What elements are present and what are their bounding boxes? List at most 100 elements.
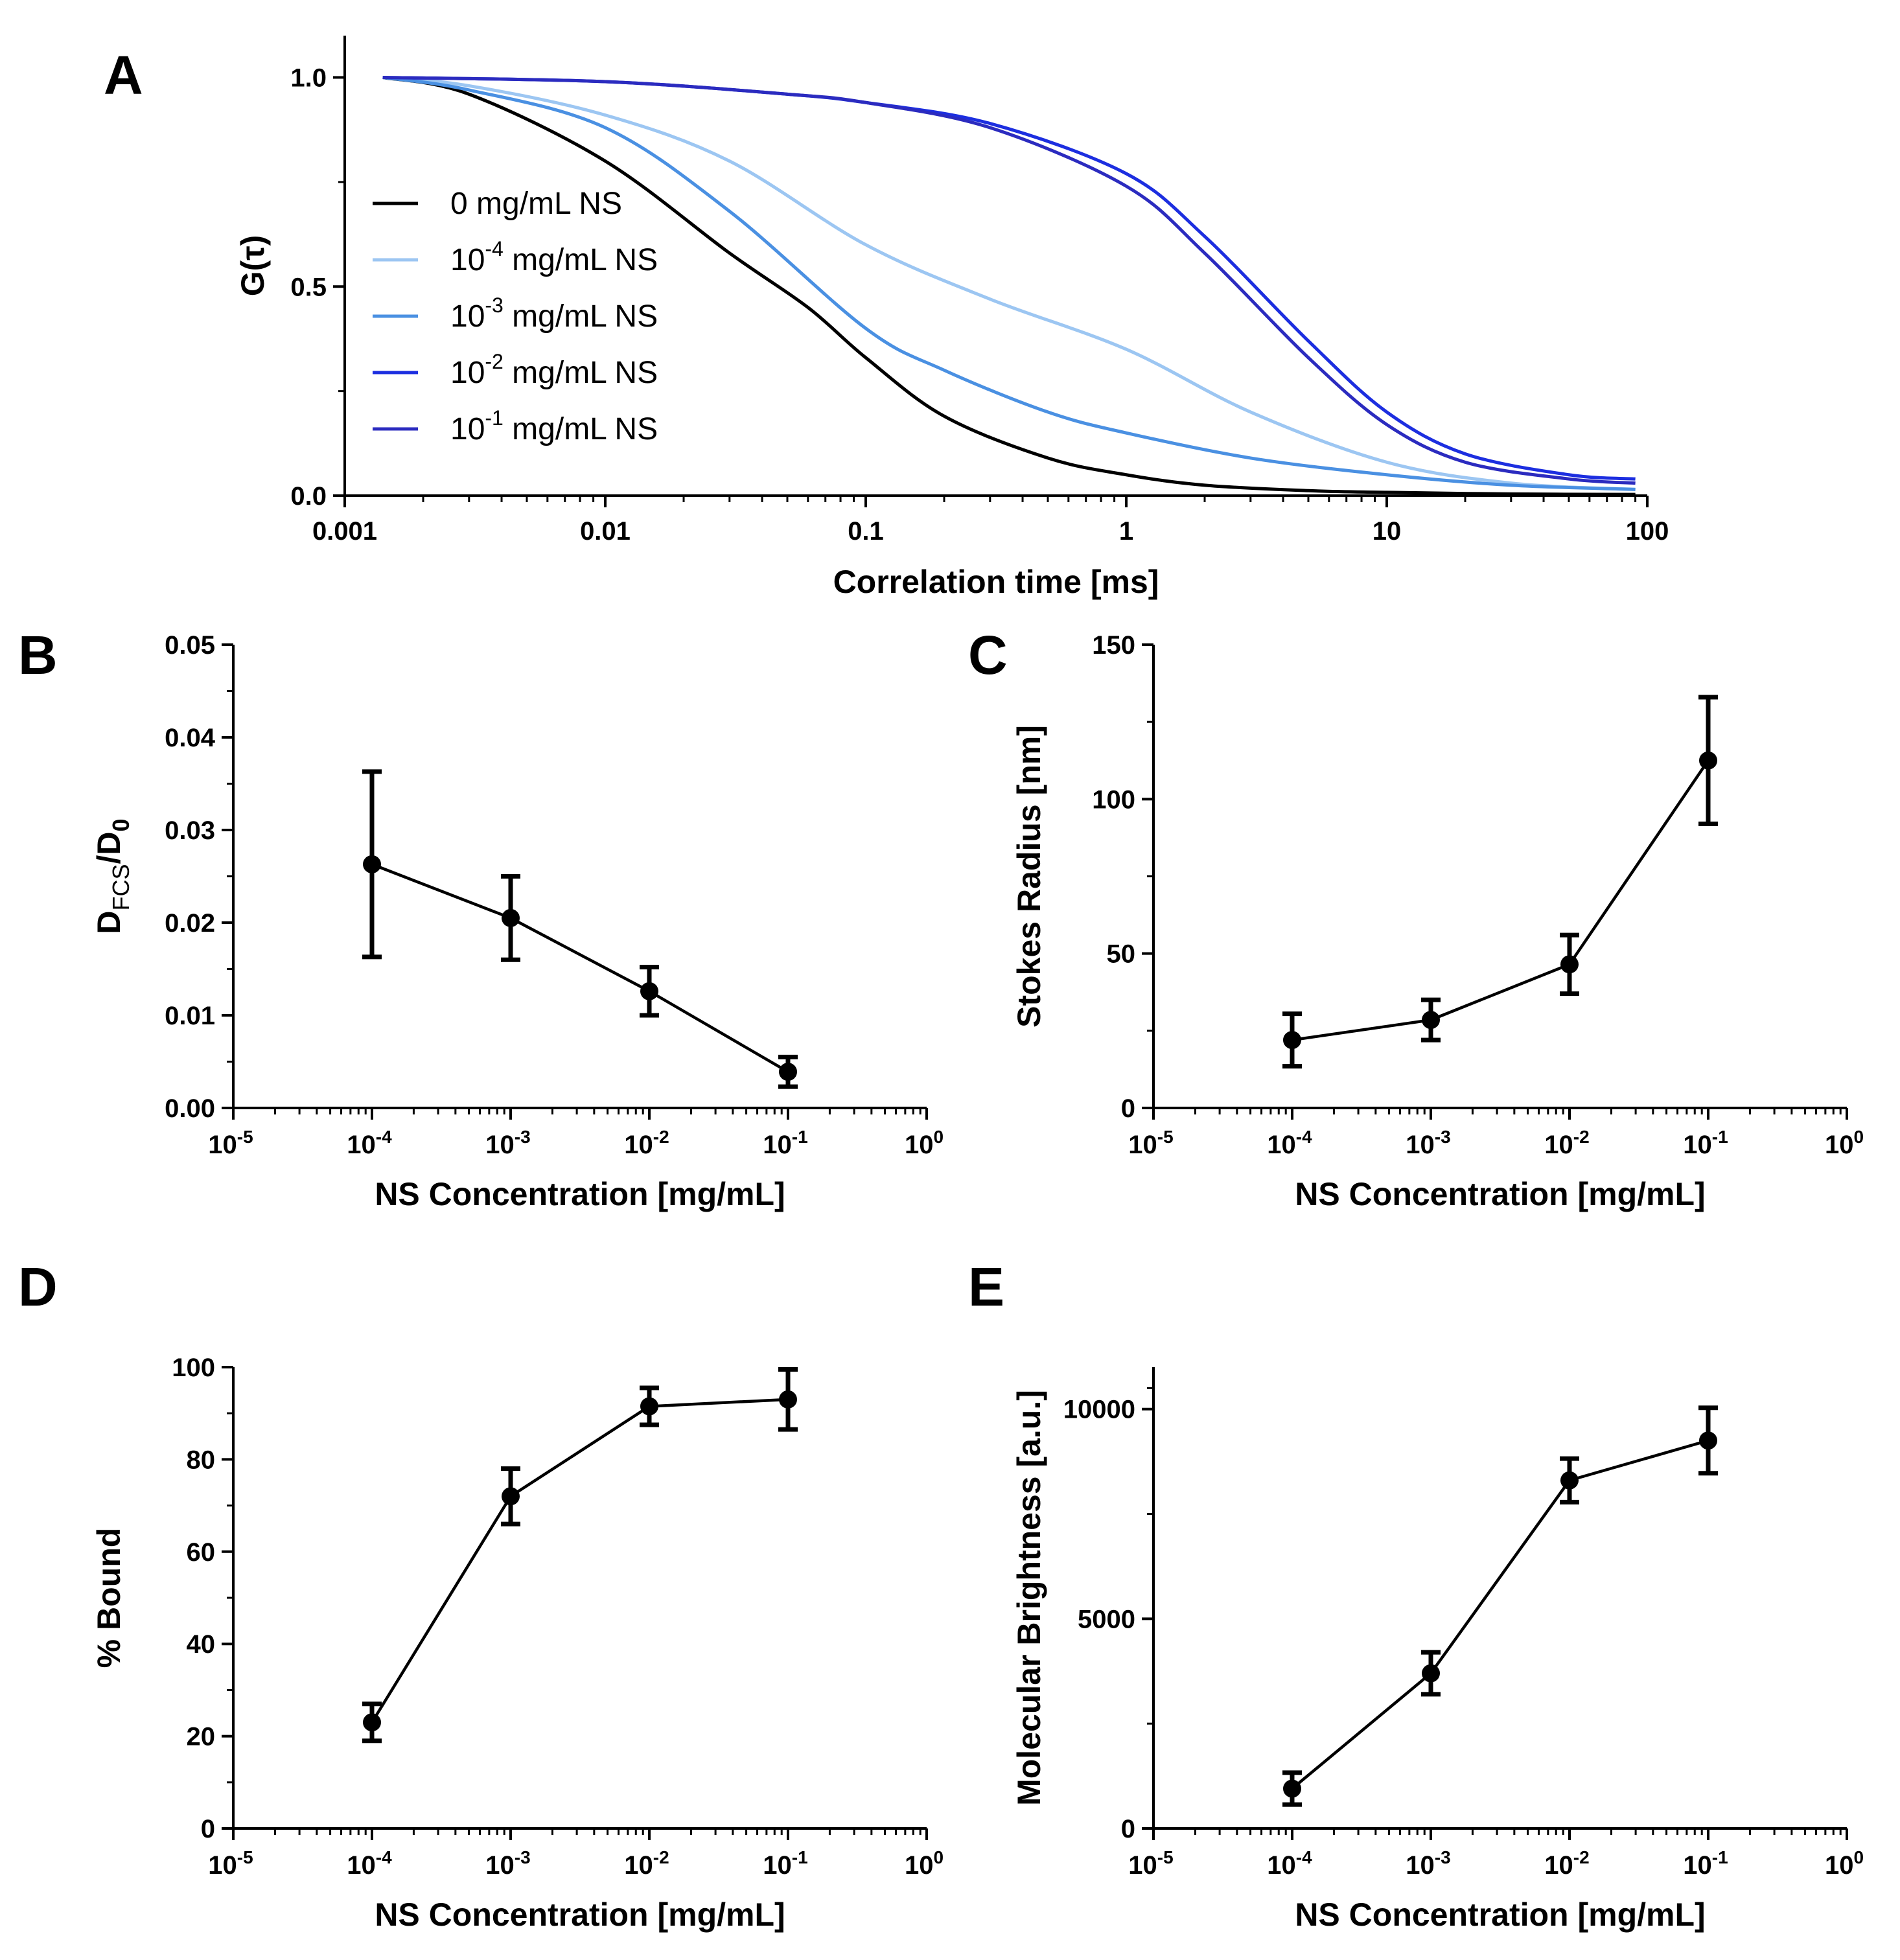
legend-label: 10-2 mg/mL NS	[450, 350, 658, 390]
x-tick-label: 100	[1825, 1847, 1864, 1880]
panel-label: E	[968, 1256, 1004, 1317]
y-tick-label: 0.5	[290, 273, 327, 301]
y-tick-label: 150	[1092, 631, 1135, 660]
x-tick-label: 10-3	[485, 1127, 530, 1159]
series-line	[1292, 759, 1709, 1042]
series-curve	[382, 76, 1636, 491]
x-axis-title: NS Concentration [mg/mL]	[375, 1897, 785, 1933]
y-tick-label: 80	[187, 1446, 216, 1474]
y-axis-title: G(τ)	[235, 235, 271, 297]
data-point	[1699, 751, 1717, 770]
y-tick-label: 0	[1121, 1094, 1135, 1123]
y-axis-title: Stokes Radius [nm]	[1011, 725, 1047, 1028]
series-curve	[382, 76, 1636, 485]
x-tick-label: 10-4	[1267, 1127, 1312, 1159]
x-tick-label: 1	[1119, 517, 1133, 546]
x-tick-label: 10-3	[1406, 1127, 1450, 1159]
x-tick-label: 10-5	[208, 1127, 253, 1159]
x-tick-label: 0.1	[848, 517, 884, 546]
x-tick-label: 100	[905, 1847, 944, 1880]
panel-label: D	[18, 1256, 58, 1317]
x-tick-label: 10-1	[1683, 1847, 1728, 1880]
x-tick-label: 10-3	[485, 1847, 530, 1880]
x-tick-label: 10-2	[624, 1847, 669, 1880]
series-line	[371, 862, 789, 1074]
x-axis-title: Correlation time [ms]	[833, 564, 1159, 600]
x-tick-label: 10-1	[1683, 1127, 1728, 1159]
data-point	[1422, 1011, 1440, 1030]
panel-a: A 0.0 0.5 1.0 0.001 0.01 0.1 1 10 100 Correlation …	[104, 36, 1669, 600]
y-axis-title: DFCS/D0	[91, 818, 134, 934]
data-point	[1283, 1779, 1301, 1798]
series-line	[1291, 1439, 1709, 1790]
x-tick-label: 100	[1626, 517, 1669, 546]
y-tick-label: 0.00	[165, 1094, 215, 1123]
data-point	[363, 1713, 381, 1732]
x-tick-label: 10-4	[347, 1127, 392, 1159]
y-tick-label: 1.0	[290, 64, 327, 93]
y-tick-label: 0.03	[165, 816, 215, 845]
y-tick-label: 0	[201, 1815, 215, 1843]
x-tick-label: 10	[1373, 517, 1402, 546]
panel-d: D 0 20 40 60 80 100 10-5 10-4 10-3 10-2 10-1 100 NS C…	[18, 1256, 944, 1933]
y-tick-label: 50	[1107, 940, 1136, 969]
x-tick-label: 10-5	[1128, 1127, 1173, 1159]
data-point	[640, 1397, 658, 1416]
panel-e: E 0 5000 10000 10-5 10-4 10-3 10-2 10-1 100 NS Con…	[968, 1256, 1864, 1933]
data-point	[1699, 1431, 1717, 1450]
y-tick-label: 0.0	[290, 482, 327, 511]
legend-label: 10-4 mg/mL NS	[450, 237, 658, 277]
x-tick-label: 10-3	[1406, 1847, 1450, 1880]
panel-label: A	[104, 45, 143, 106]
data-point	[779, 1063, 797, 1081]
x-tick-label: 10-4	[1267, 1847, 1312, 1880]
data-point	[1283, 1031, 1301, 1050]
y-tick-label: 20	[187, 1723, 216, 1751]
y-tick-label: 10000	[1063, 1396, 1135, 1424]
y-axis-title: Molecular Brightness [a.u.]	[1011, 1390, 1047, 1806]
x-tick-label: 10-2	[1544, 1127, 1589, 1159]
series-line	[371, 1398, 789, 1724]
x-axis-title: NS Concentration [mg/mL]	[1295, 1897, 1705, 1933]
y-tick-label: 0.02	[165, 909, 215, 938]
y-tick-label: 0.01	[165, 1002, 215, 1030]
x-axis-title: NS Concentration [mg/mL]	[375, 1176, 785, 1212]
y-tick-label: 100	[172, 1354, 215, 1382]
data-point	[502, 908, 520, 927]
series-curve	[382, 76, 1636, 496]
legend-label: 10-3 mg/mL NS	[450, 294, 658, 334]
x-tick-label: 10-2	[1544, 1847, 1589, 1880]
y-tick-label: 5000	[1078, 1605, 1135, 1633]
y-tick-label: 0.04	[165, 724, 216, 752]
x-tick-label: 0.01	[580, 517, 631, 546]
x-tick-label: 10-5	[208, 1847, 253, 1880]
x-tick-label: 100	[905, 1127, 944, 1159]
panel-b: B 0.00 0.01 0.02 0.03 0.04 0.05 10-5 10-4 10-3 10-…	[18, 625, 944, 1212]
y-tick-label: 0.05	[165, 631, 215, 660]
x-tick-label: 10-1	[763, 1127, 807, 1159]
data-point	[1560, 1471, 1579, 1490]
x-tick-label: 10-4	[347, 1847, 392, 1880]
data-point	[502, 1487, 520, 1506]
y-tick-label: 100	[1092, 785, 1135, 814]
y-tick-label: 40	[187, 1630, 216, 1659]
legend-label: 10-1 mg/mL NS	[450, 406, 658, 446]
y-tick-label: 60	[187, 1538, 216, 1567]
data-point	[779, 1390, 797, 1409]
legend-label: 0 mg/mL NS	[450, 187, 622, 221]
data-point	[1422, 1664, 1440, 1683]
y-tick-label: 0	[1121, 1815, 1135, 1843]
series-curve	[382, 76, 1636, 491]
x-tick-label: 10-5	[1128, 1847, 1173, 1880]
panel-label: B	[18, 625, 58, 686]
data-point	[363, 855, 381, 873]
x-tick-label: 10-2	[624, 1127, 669, 1159]
data-point	[640, 982, 658, 1000]
x-tick-label: 0.001	[312, 517, 377, 546]
panel-label: C	[968, 625, 1008, 686]
x-axis-title: NS Concentration [mg/mL]	[1295, 1176, 1705, 1212]
data-point	[1560, 955, 1579, 974]
panel-c: C 0 50 100 150 10-5 10-4 10-3 10-2 10-1 100 NS Conc…	[968, 625, 1864, 1212]
y-axis-title: % Bound	[91, 1528, 127, 1668]
